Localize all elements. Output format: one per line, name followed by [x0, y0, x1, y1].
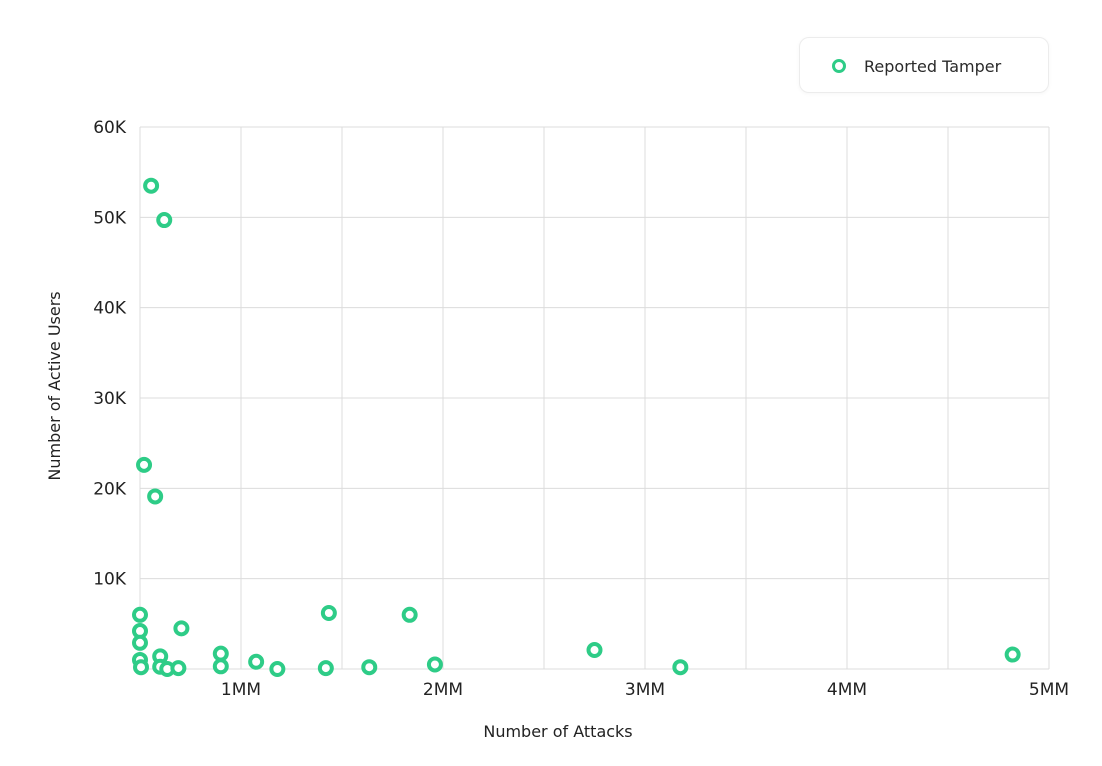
data-point	[672, 659, 689, 676]
y-axis-ticks: 10K 20K 30K 40K 50K 60K	[93, 118, 127, 590]
data-point	[248, 653, 265, 670]
y-tick-label: 30K	[93, 389, 127, 409]
y-tick-label: 20K	[93, 479, 127, 499]
data-point	[133, 659, 150, 676]
legend: Reported Tamper	[799, 37, 1049, 93]
data-point	[426, 656, 443, 673]
data-point	[132, 606, 148, 623]
x-axis-title: Number of Attacks	[483, 722, 632, 741]
data-point	[212, 658, 229, 675]
y-tick-label: 40K	[93, 299, 127, 319]
y-tick-label: 60K	[93, 118, 127, 138]
data-point	[320, 604, 337, 621]
data-point	[269, 661, 286, 677]
data-point	[1004, 646, 1021, 663]
data-point	[173, 620, 190, 637]
x-tick-label: 5MM	[1029, 680, 1069, 700]
data-point	[136, 456, 153, 473]
data-point	[156, 212, 173, 229]
data-point	[361, 659, 378, 676]
legend-label: Reported Tamper	[864, 57, 1002, 76]
data-point	[586, 642, 603, 659]
x-tick-label: 3MM	[625, 680, 665, 700]
grid	[139, 126, 1050, 670]
data-point	[317, 660, 334, 677]
data-point	[170, 660, 187, 677]
legend-marker-icon	[832, 59, 846, 73]
data-point	[212, 645, 229, 662]
y-axis-title: Number of Active Users	[45, 291, 64, 480]
y-tick-label: 10K	[93, 570, 127, 590]
x-tick-label: 4MM	[827, 680, 867, 700]
data-point	[143, 177, 160, 194]
x-axis-ticks: 1MM 2MM 3MM 4MM 5MM	[221, 680, 1069, 700]
data-point	[132, 634, 148, 651]
data-point	[401, 606, 418, 623]
data-points	[132, 177, 1021, 677]
data-point	[147, 488, 164, 505]
y-tick-label: 50K	[93, 208, 127, 228]
x-tick-label: 2MM	[423, 680, 463, 700]
x-tick-label: 1MM	[221, 680, 261, 700]
